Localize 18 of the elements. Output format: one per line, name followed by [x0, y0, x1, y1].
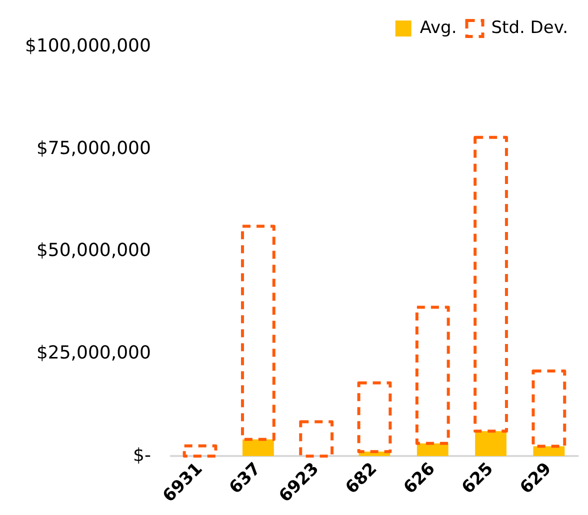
y-tick-label: $- [133, 444, 151, 466]
y-tick-label: $50,000,000 [36, 240, 151, 262]
bar [475, 431, 506, 456]
y-tick-label: $100,000,000 [24, 36, 151, 57]
legend-label: Avg. [420, 18, 457, 38]
bar [416, 443, 448, 456]
bar [242, 439, 274, 456]
bar [357, 381, 392, 454]
y-tick-label: $25,000,000 [36, 342, 151, 364]
bar [415, 306, 450, 445]
bar [474, 136, 508, 433]
bar [182, 444, 218, 458]
legend-label: Std. Dev. [491, 18, 568, 38]
bar [299, 420, 334, 458]
x-tick-label: 629 [516, 458, 556, 498]
y-tick-label: $75,000,000 [36, 138, 151, 159]
bar [532, 370, 566, 448]
bar [240, 224, 276, 441]
